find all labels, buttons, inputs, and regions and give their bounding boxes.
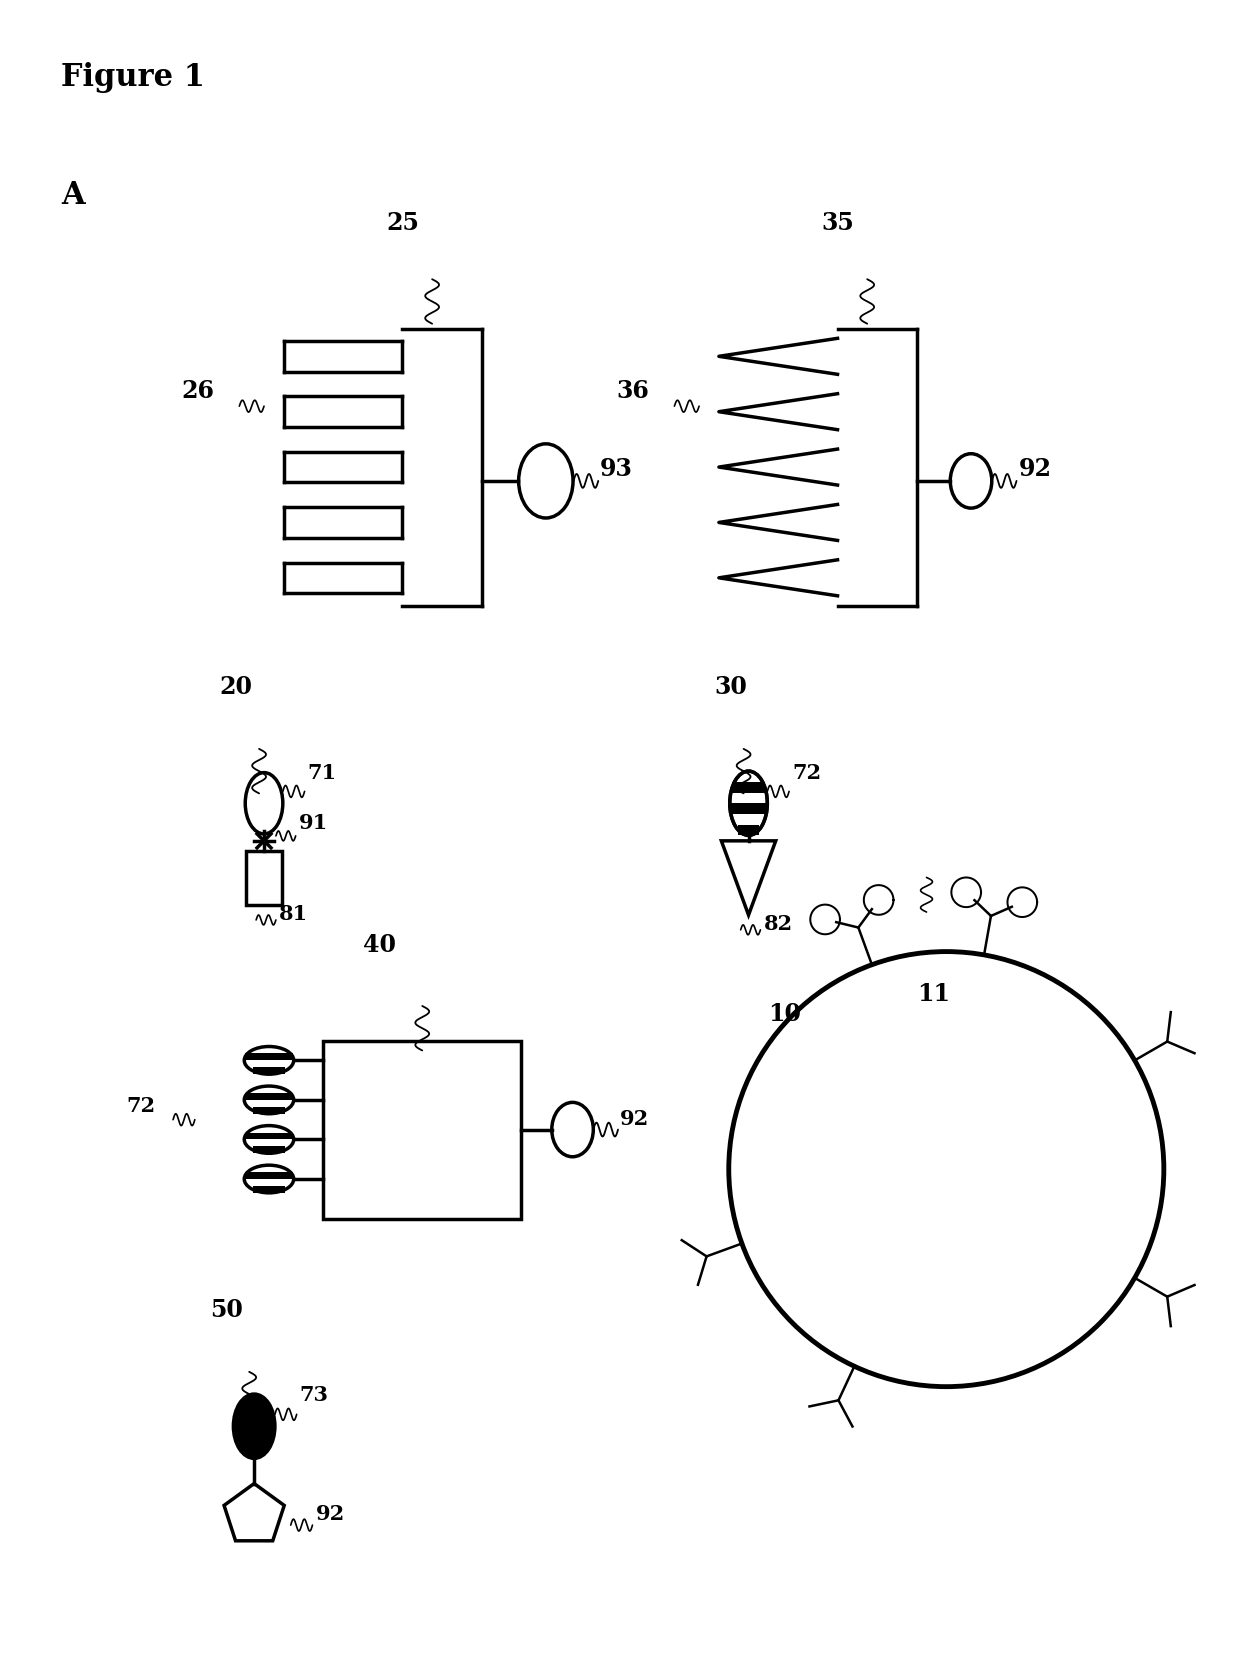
Text: 81: 81 — [279, 904, 308, 924]
Text: 36: 36 — [616, 379, 650, 403]
Text: 92: 92 — [620, 1109, 650, 1129]
Bar — [253, 1185, 285, 1193]
Text: 25: 25 — [386, 212, 419, 235]
Text: 82: 82 — [764, 914, 792, 934]
Bar — [246, 1172, 293, 1179]
Text: A: A — [61, 180, 86, 212]
Bar — [253, 1108, 285, 1114]
Bar — [246, 1093, 293, 1099]
Bar — [253, 1068, 285, 1074]
Text: 71: 71 — [308, 762, 337, 782]
Bar — [730, 803, 768, 813]
Bar — [253, 1147, 285, 1154]
Text: 11: 11 — [916, 982, 950, 1007]
Text: 40: 40 — [363, 932, 396, 957]
Bar — [738, 825, 759, 835]
Text: 10: 10 — [769, 1002, 801, 1027]
Text: 26: 26 — [181, 379, 215, 403]
Text: 93: 93 — [600, 456, 634, 481]
Text: 92: 92 — [315, 1504, 345, 1524]
Text: Figure 1: Figure 1 — [61, 61, 205, 93]
Bar — [733, 782, 765, 792]
Bar — [246, 1132, 293, 1139]
Text: 91: 91 — [299, 813, 327, 833]
Text: 92: 92 — [1018, 456, 1052, 481]
Ellipse shape — [233, 1393, 275, 1458]
Text: 72: 72 — [792, 762, 821, 782]
Text: 30: 30 — [714, 676, 746, 699]
Text: 73: 73 — [300, 1385, 329, 1405]
Text: 20: 20 — [219, 676, 253, 699]
Bar — [324, 1041, 521, 1218]
Bar — [247, 851, 281, 906]
Text: 72: 72 — [126, 1096, 155, 1116]
Bar — [246, 1053, 293, 1060]
Text: 50: 50 — [210, 1299, 243, 1322]
Text: 35: 35 — [821, 212, 854, 235]
